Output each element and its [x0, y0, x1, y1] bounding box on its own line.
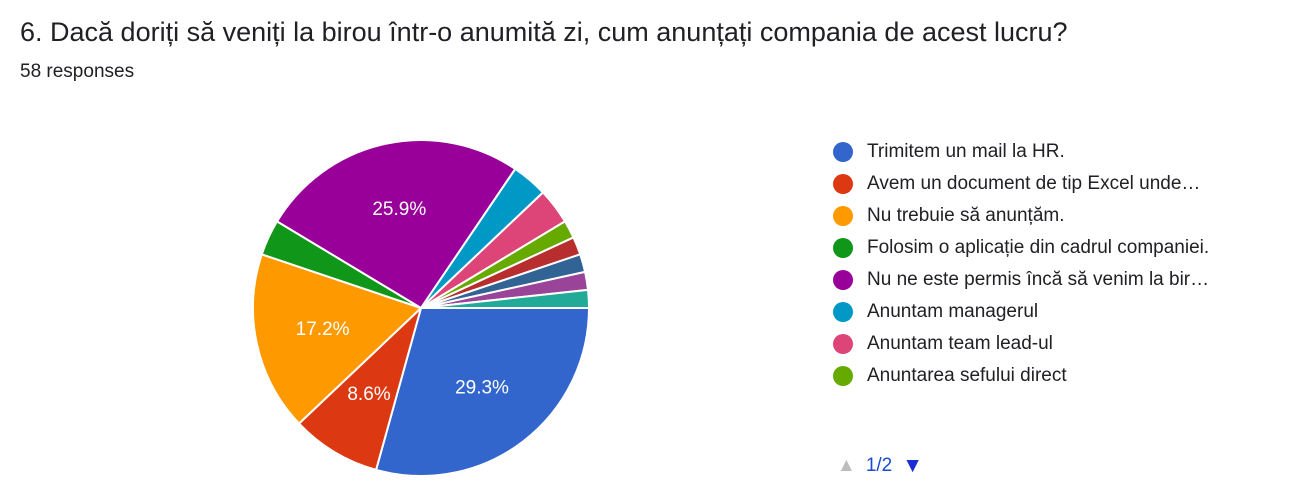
pie-slice [297, 304, 423, 472]
slice-percent-label: 25.9% [372, 199, 426, 220]
legend-label: Anuntam team lead-ul [867, 333, 1053, 354]
response-count: 58 responses [20, 61, 135, 82]
legend-swatch [833, 334, 853, 354]
pie-slice [252, 253, 423, 425]
legend-pager: ▲ 1/2 ▼ [837, 454, 923, 478]
legend-item: Nu ne este permis încă să venim la bir… [833, 264, 1209, 296]
legend-item: Anuntam team lead-ul [833, 328, 1209, 360]
legend-page-indicator: 1/2 [865, 455, 893, 476]
pie-slice [275, 139, 517, 310]
legend-label: Trimitem un mail la HR. [867, 141, 1065, 162]
legend-item: Trimitem un mail la HR. [833, 136, 1209, 168]
legend-item: Nu trebuie să anunțăm. [833, 200, 1209, 232]
triangle-down-icon[interactable]: ▼ [902, 454, 924, 477]
slice-percent-label: 29.3% [455, 378, 509, 399]
legend-swatch [833, 206, 853, 226]
pie-slice [420, 288, 591, 309]
legend-item: Avem un document de tip Excel unde… [833, 168, 1209, 200]
legend-label: Anuntarea sefului direct [867, 365, 1067, 386]
legend-label: Nu ne este permis încă să venim la bir… [867, 269, 1210, 290]
legend-item: Anuntam managerul [833, 296, 1209, 328]
question-title: 6. Dacă doriți să veniți la birou într-o… [20, 17, 1068, 47]
legend-label: Anuntam managerul [867, 301, 1039, 322]
legend-item: Anuntarea sefului direct [833, 360, 1209, 392]
slice-percent-label: 8.6% [347, 384, 390, 405]
legend-label: Folosim o aplicație din cadrul companiei… [867, 237, 1210, 258]
triangle-up-icon: ▲ [837, 455, 856, 476]
legend-label: Nu trebuie să anunțăm. [867, 205, 1065, 226]
legend-label: Avem un document de tip Excel unde… [867, 173, 1201, 194]
legend-swatch [833, 238, 853, 258]
chart-legend: Trimitem un mail la HR. Avem un document … [833, 136, 1209, 392]
legend-swatch [833, 366, 853, 386]
legend-swatch [833, 270, 853, 290]
legend-swatch [833, 302, 853, 322]
pie-slice [374, 307, 591, 477]
slice-percent-label: 17.2% [296, 319, 350, 340]
legend-swatch [833, 142, 853, 162]
legend-swatch [833, 174, 853, 194]
legend-item: Folosim o aplicație din cadrul companiei… [833, 232, 1209, 264]
